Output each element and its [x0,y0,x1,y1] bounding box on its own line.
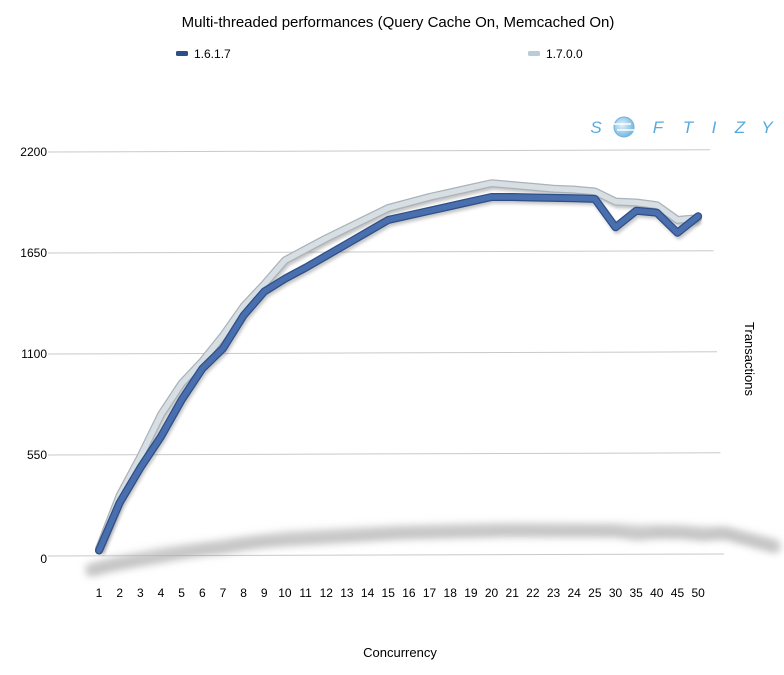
gridline [47,149,711,153]
x-tick-label: 16 [402,586,416,600]
reflection-line [86,522,780,574]
x-tick-label: 50 [691,586,705,600]
series-line [96,180,701,552]
x-tick-label: 10 [278,586,292,600]
x-tick-label: 1 [96,586,103,600]
legend-label: 1.6.1.7 [194,47,231,61]
y-tick-label: 1650 [20,246,47,260]
gridline [47,250,714,254]
watermark-letter: Z [734,118,746,137]
y-tick-label: 550 [27,448,47,462]
x-tick-label: 21 [506,586,520,600]
x-tick-label: 22 [526,586,540,600]
x-tick-label: 7 [220,586,227,600]
x-tick-label: 15 [382,586,396,600]
chart-title: Multi-threaded performances (Query Cache… [182,14,615,31]
gridline [47,452,721,456]
x-tick-label: 19 [464,586,478,600]
x-tick-label: 23 [547,586,561,600]
x-tick-label: 8 [240,586,247,600]
x-tick-label: 4 [158,586,165,600]
y-tick-label: 1100 [21,347,47,361]
x-tick-label: 9 [261,586,268,600]
watermark-letter: T [683,118,695,137]
x-tick-label: 30 [609,586,623,600]
series-line-outline [95,179,703,553]
watermark-letter: F [653,118,665,137]
x-tick-label: 11 [299,586,312,600]
legend-swatch [176,51,188,56]
x-tick-label: 18 [444,586,458,600]
legend-swatch [528,51,540,56]
x-tick-label: 12 [320,586,334,600]
globe-icon [613,116,635,138]
legend: 1.6.1.7 1.7.0.0 [176,47,583,61]
x-tick-label: 3 [137,586,144,600]
x-tick-label: 35 [629,586,643,600]
watermark-letter: I [712,118,717,137]
x-tick-label: 2 [116,586,123,600]
watermark-letter: Y [761,118,774,137]
x-tick-label: 45 [671,586,685,600]
x-tick-label: 20 [485,586,499,600]
globe-arrows [614,123,634,131]
x-tick-label: 17 [423,586,437,600]
x-tick-label: 14 [361,586,375,600]
x-tick-label: 24 [568,586,582,600]
reflection-shadow [86,522,780,577]
x-tick-label: 5 [178,586,185,600]
x-axis-ticks: 1 2 3 4 5 6 7 8 9 10 11 12 13 14 15 16 17 18 19 20 21 22 23 24 2… [96,586,705,600]
y-tick-label: 2200 [20,145,47,159]
x-tick-label: 25 [588,586,602,600]
y-axis-title: Transactions [742,322,757,396]
gridline [47,351,718,355]
series-lines [95,179,703,555]
legend-label: 1.7.0.0 [546,47,583,61]
x-tick-label: 13 [340,586,354,600]
series-line [96,194,701,554]
y-tick-label: 0 [40,552,47,566]
watermark-logo: SOFTIZY [590,116,774,138]
y-axis-ticks: 0 550 1100 1650 2200 [20,145,47,566]
x-axis-title: Concurrency [363,645,437,660]
x-tick-label: 40 [650,586,664,600]
watermark-letter: S [590,118,602,137]
x-tick-label: 6 [199,586,206,600]
